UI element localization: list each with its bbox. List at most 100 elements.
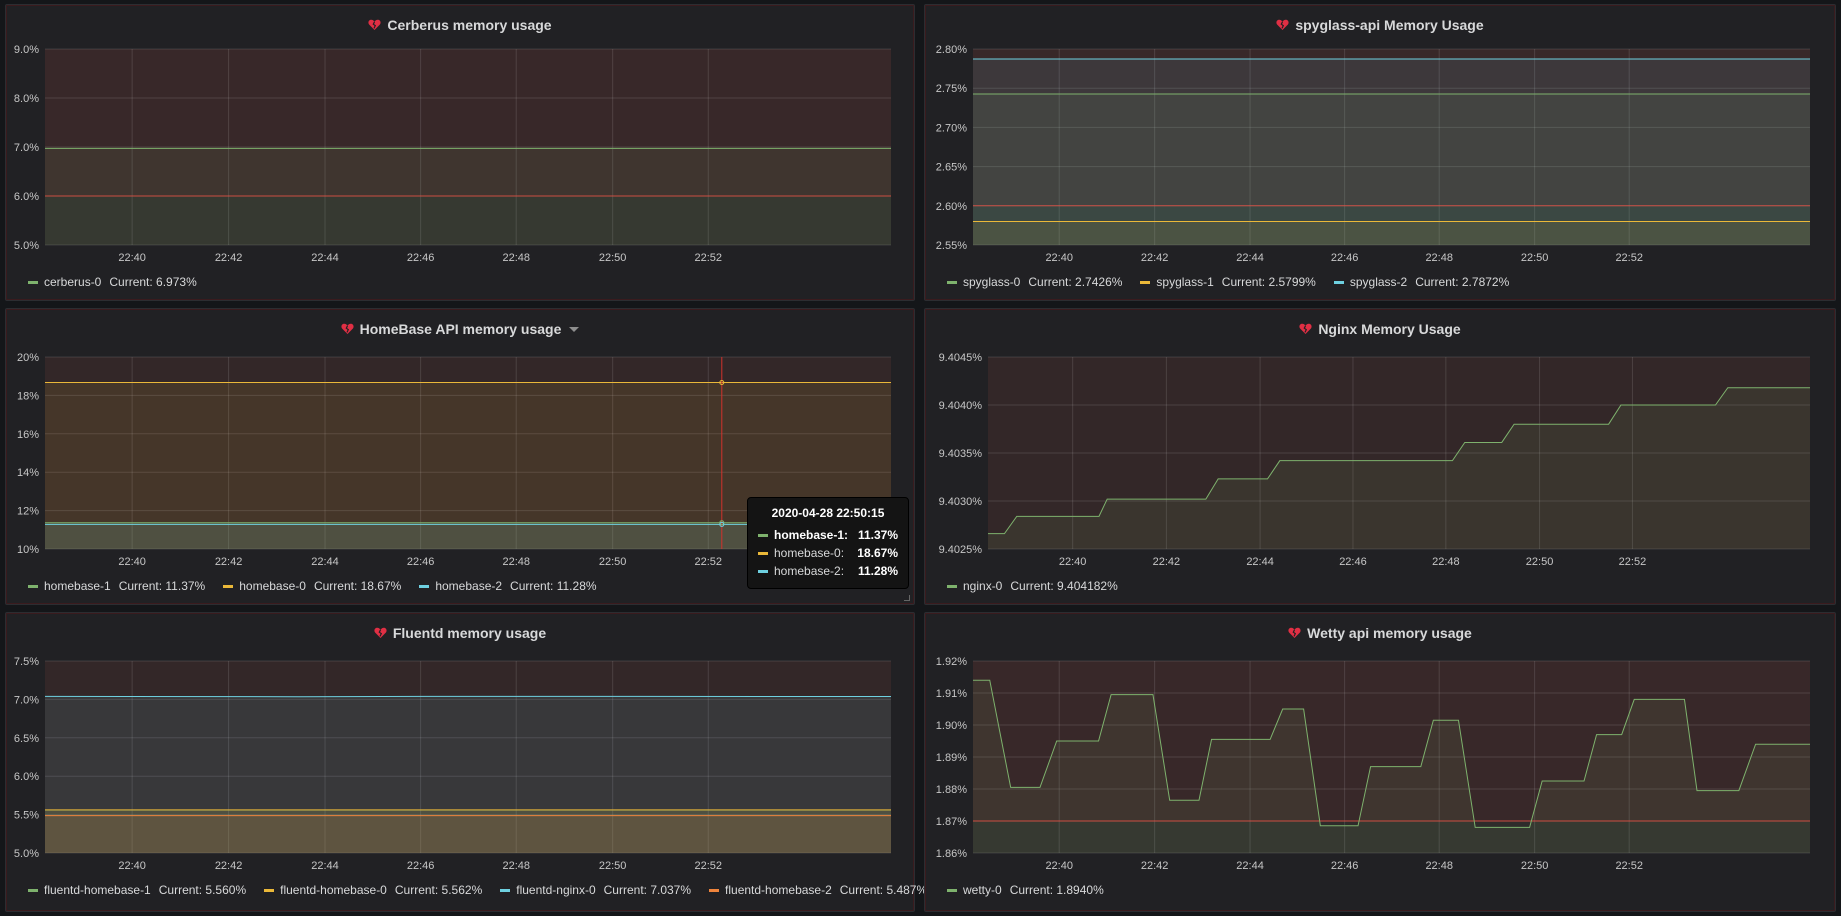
resize-handle-icon[interactable] bbox=[904, 595, 910, 601]
panel-homebase[interactable]: HomeBase API memory usage 20% 18% 16% 14% 12%… bbox=[5, 308, 915, 605]
graph-wetty[interactable]: 1.92% 1.91% 1.90% 1.89% 1.88% 1.87% 1.86% 22:40… bbox=[925, 613, 1837, 913]
legend-item-fluentd-homebase-0[interactable]: fluentd-homebase-0 Current: 5.562% bbox=[264, 883, 482, 897]
panel-title[interactable]: spyglass-api Memory Usage bbox=[925, 10, 1835, 40]
x-tick-label: 22:50 bbox=[599, 556, 627, 568]
panel-title[interactable]: Wetty api memory usage bbox=[925, 618, 1835, 648]
y-tick-label: 7.0% bbox=[14, 142, 39, 154]
x-tick-label: 22:44 bbox=[311, 860, 339, 872]
legend-series-name[interactable]: homebase-0 bbox=[239, 579, 306, 593]
series-line-wetty-0[interactable] bbox=[973, 679, 1810, 828]
legend-series-name[interactable]: fluentd-homebase-1 bbox=[44, 883, 151, 897]
x-tick-label: 22:40 bbox=[118, 860, 146, 872]
legend-item-cerberus-0[interactable]: cerberus-0 Current: 6.973% bbox=[28, 275, 197, 289]
tooltip-series-name: homebase-2: bbox=[774, 564, 845, 578]
panel-cerberus[interactable]: Cerberus memory usage 9.0% 8.0% 7.0% 6.0% 5.0… bbox=[5, 4, 915, 301]
legend-series-name[interactable]: fluentd-homebase-2 bbox=[725, 883, 832, 897]
graph-nginx[interactable]: 9.4045% 9.4040% 9.4035% 9.4030% 9.4025% 22:40… bbox=[925, 309, 1837, 606]
legend-item-fluentd-homebase-1[interactable]: fluentd-homebase-1 Current: 5.560% bbox=[28, 883, 246, 897]
panel-spyglass[interactable]: spyglass-api Memory Usage 2.80% 2.75% 2.70%… bbox=[924, 4, 1836, 301]
legend-item-spyglass-0[interactable]: spyglass-0 Current: 2.7426% bbox=[947, 275, 1122, 289]
x-tick-label: 22:46 bbox=[1331, 252, 1359, 264]
x-tick-label: 22:50 bbox=[599, 860, 627, 872]
y-tick-label: 10% bbox=[17, 544, 39, 556]
legend-series-name[interactable]: homebase-2 bbox=[435, 579, 503, 593]
y-tick-label: 2.60% bbox=[936, 201, 967, 213]
x-tick-label: 22:46 bbox=[1339, 556, 1367, 568]
x-tick-label: 22:40 bbox=[118, 556, 146, 568]
panel-fluentd[interactable]: Fluentd memory usage 7.5% 7.0% 6.5% 6.0% 5.5%… bbox=[5, 612, 927, 913]
threshold-critical-area bbox=[45, 49, 891, 196]
panel-title[interactable]: HomeBase API memory usage bbox=[6, 314, 914, 344]
legend-current-value: Current: 1.8940% bbox=[1009, 883, 1104, 897]
panel-nginx[interactable]: Nginx Memory Usage 9.4045% 9.4040% 9.4035% 9… bbox=[924, 308, 1836, 605]
tooltip-row: homebase-1: 11.37% bbox=[758, 526, 898, 544]
legend-series-name[interactable]: nginx-0 bbox=[963, 579, 1003, 593]
panel-title[interactable]: Fluentd memory usage bbox=[6, 618, 914, 648]
legend-item-nginx-0[interactable]: nginx-0 Current: 9.404182% bbox=[947, 579, 1118, 593]
x-tick-label: 22:46 bbox=[407, 860, 435, 872]
legend-item-homebase-0[interactable]: homebase-0 Current: 18.67% bbox=[223, 579, 401, 593]
legend-swatch[interactable] bbox=[947, 584, 957, 588]
y-tick-label: 5.0% bbox=[14, 848, 39, 860]
legend-item-spyglass-1[interactable]: spyglass-1 Current: 2.5799% bbox=[1140, 275, 1316, 289]
legend-series-name[interactable]: homebase-1 bbox=[44, 579, 111, 593]
heart-broken-icon bbox=[1288, 627, 1301, 638]
legend-series-name[interactable]: cerberus-0 bbox=[44, 275, 102, 289]
series-line-nginx-0[interactable] bbox=[988, 387, 1810, 535]
panel-title-text: Nginx Memory Usage bbox=[1318, 321, 1461, 337]
legend: fluentd-homebase-1 Current: 5.560% fluentd… bbox=[28, 883, 945, 897]
x-tick-label: 22:52 bbox=[1619, 556, 1647, 568]
x-tick-label: 22:48 bbox=[502, 252, 530, 264]
legend: homebase-1 Current: 11.37% homebase-0 Curre… bbox=[28, 579, 615, 593]
y-tick-label: 1.87% bbox=[936, 816, 967, 828]
legend-swatch[interactable] bbox=[1333, 280, 1344, 284]
tooltip-swatch bbox=[758, 533, 768, 537]
y-tick-label: 2.75% bbox=[936, 83, 967, 95]
legend-swatch[interactable] bbox=[223, 584, 234, 588]
panel-title[interactable]: Cerberus memory usage bbox=[6, 10, 914, 40]
panel-title-text: Cerberus memory usage bbox=[387, 17, 552, 33]
hover-tooltip: 2020-04-28 22:50:15 homebase-1: 11.37% home… bbox=[747, 497, 909, 589]
legend-swatch[interactable] bbox=[28, 584, 38, 588]
legend-item-wetty-0[interactable]: wetty-0 Current: 1.8940% bbox=[947, 883, 1104, 897]
series-fill-spyglass-2 bbox=[973, 59, 1810, 245]
x-tick-label: 22:52 bbox=[694, 556, 722, 568]
legend-series-name[interactable]: fluentd-homebase-0 bbox=[280, 883, 387, 897]
legend-series-name[interactable]: spyglass-0 bbox=[963, 275, 1021, 289]
x-tick-label: 22:42 bbox=[215, 556, 243, 568]
graph-fluentd[interactable]: 7.5% 7.0% 6.5% 6.0% 5.5% 5.0% 22:40 22:42 22:44 2… bbox=[6, 613, 916, 913]
legend-swatch[interactable] bbox=[419, 584, 430, 588]
legend-swatch[interactable] bbox=[28, 888, 38, 892]
legend-swatch[interactable] bbox=[709, 888, 720, 892]
legend-item-fluentd-nginx-0[interactable]: fluentd-nginx-0 Current: 7.037% bbox=[500, 883, 691, 897]
x-tick-label: 22:44 bbox=[311, 252, 339, 264]
legend-current-value: Current: 2.7872% bbox=[1415, 275, 1510, 289]
legend-swatch[interactable] bbox=[500, 888, 511, 892]
panel-wetty[interactable]: Wetty api memory usage 1.92% 1.91% 1.90% 1.8… bbox=[924, 612, 1836, 912]
y-tick-label: 1.90% bbox=[936, 720, 967, 732]
legend-current-value: Current: 5.562% bbox=[394, 883, 483, 897]
legend-item-fluentd-homebase-2[interactable]: fluentd-homebase-2 Current: 5.487% bbox=[709, 883, 927, 897]
legend-swatch[interactable] bbox=[1140, 280, 1151, 284]
legend-series-name[interactable]: spyglass-2 bbox=[1349, 275, 1408, 289]
legend-swatch[interactable] bbox=[28, 280, 38, 284]
graph-spyglass[interactable]: 2.80% 2.75% 2.70% 2.65% 2.60% 2.55% 22:40 22:42… bbox=[925, 5, 1837, 302]
panel-title[interactable]: Nginx Memory Usage bbox=[925, 314, 1835, 344]
legend-series-name[interactable]: fluentd-nginx-0 bbox=[516, 883, 596, 897]
panel-title-text: Wetty api memory usage bbox=[1307, 625, 1472, 641]
x-tick-label: 22:40 bbox=[1059, 556, 1087, 568]
tooltip-series-value: 18.67% bbox=[857, 546, 898, 560]
legend-swatch[interactable] bbox=[264, 888, 275, 892]
x-tick-label: 22:50 bbox=[599, 252, 627, 264]
legend-item-homebase-2[interactable]: homebase-2 Current: 11.28% bbox=[419, 579, 597, 593]
legend: cerberus-0 Current: 6.973% bbox=[28, 275, 215, 289]
legend-swatch[interactable] bbox=[947, 888, 957, 892]
x-tick-label: 22:40 bbox=[1045, 252, 1073, 264]
chevron-down-icon[interactable] bbox=[569, 326, 580, 332]
legend-swatch[interactable] bbox=[947, 280, 957, 284]
legend-series-name[interactable]: spyglass-1 bbox=[1156, 275, 1214, 289]
legend-series-name[interactable]: wetty-0 bbox=[963, 883, 1002, 897]
legend-item-homebase-1[interactable]: homebase-1 Current: 11.37% bbox=[28, 579, 205, 593]
legend-item-spyglass-2[interactable]: spyglass-2 Current: 2.7872% bbox=[1333, 275, 1510, 289]
graph-cerberus[interactable]: 9.0% 8.0% 7.0% 6.0% 5.0% 22:40 22:42 22:44 22:46… bbox=[6, 5, 916, 302]
